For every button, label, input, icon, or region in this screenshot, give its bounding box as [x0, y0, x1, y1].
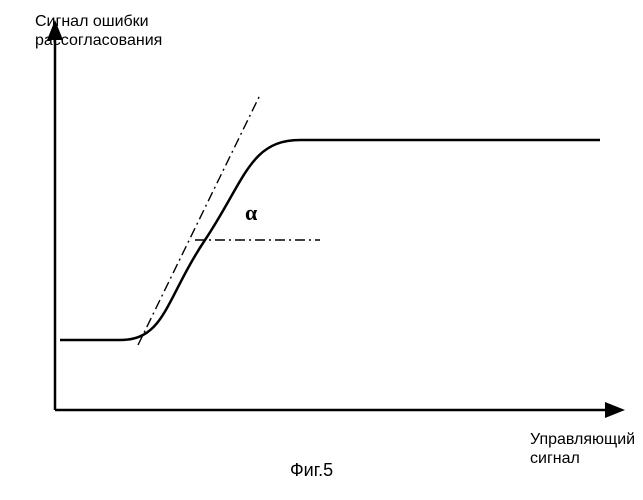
- chart-svg: [0, 0, 643, 500]
- figure-caption: Фиг.5: [290, 460, 333, 481]
- y-axis-label-line2: рассогласования: [35, 32, 162, 49]
- x-axis-label-line1: Управляющий: [530, 431, 635, 448]
- x-axis-label: Управляющий сигнал: [530, 430, 635, 468]
- x-axis-label-line2: сигнал: [530, 450, 580, 467]
- y-axis-label: Сигнал ошибки рассогласования: [35, 12, 162, 50]
- x-axis-arrow: [605, 402, 625, 418]
- s-curve: [60, 140, 600, 340]
- y-axis-label-line1: Сигнал ошибки: [35, 13, 149, 30]
- alpha-label: α: [245, 200, 257, 226]
- tangent-line: [138, 95, 260, 345]
